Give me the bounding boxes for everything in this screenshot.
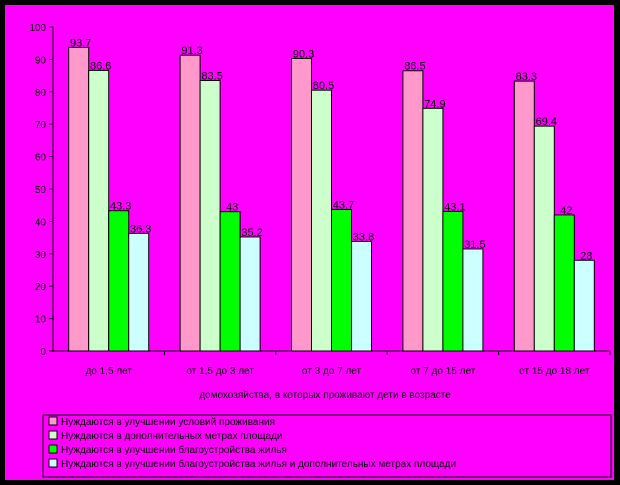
legend: Нуждаются в улучшении условий проживания…: [48, 416, 456, 470]
data-label: 69.4: [536, 116, 557, 128]
x-tick-label: от 15 до 18 лет: [519, 366, 590, 377]
bar: [68, 46, 90, 352]
bar: [179, 54, 201, 352]
bar: [513, 80, 535, 352]
bar: [311, 89, 332, 352]
x-tick-label: от 3 до 7 лет: [302, 366, 362, 377]
legend-label: Нуждаются в улучшении благоустройства жи…: [61, 458, 456, 470]
bar: [88, 69, 110, 352]
data-label: 83.5: [201, 70, 222, 82]
data-label: 90.3: [293, 48, 314, 60]
y-tick-label: 0: [40, 347, 46, 358]
y-tick-label: 10: [35, 315, 47, 326]
data-label: 43.7: [333, 199, 354, 211]
x-tick-label: до 1,5 лет: [85, 366, 132, 377]
chart-frame: 0 10 20 30 40 50 60 70 80 90 100 до 1,5 лет от 1,5 д…: [5, 5, 614, 480]
bars: [68, 46, 595, 352]
data-label: 86.6: [90, 60, 111, 72]
y-tick-label: 30: [35, 250, 47, 261]
data-label: 31.5: [464, 239, 485, 251]
bar: [291, 57, 312, 352]
legend-label: Нуждаются в дополнительных метрах площад…: [61, 431, 283, 442]
bar: [239, 236, 261, 352]
bar-chart: 0 10 20 30 40 50 60 70 80 90 100 до 1,5 лет от 1,5 д…: [29, 23, 612, 478]
y-tick-label: 100: [29, 23, 46, 34]
data-label: 91.3: [181, 45, 202, 57]
y-tick-label: 90: [35, 55, 47, 66]
data-label: 83.3: [516, 71, 537, 83]
data-label: 93.7: [70, 37, 91, 49]
bar: [219, 211, 241, 352]
bar: [462, 248, 484, 352]
x-axis-title: домохозяйства, в которых проживают дети …: [199, 390, 451, 401]
y-tick-label: 70: [35, 120, 47, 131]
data-label: 28: [580, 250, 592, 262]
y-tick-label: 60: [35, 153, 47, 164]
legend-swatch: [48, 458, 58, 468]
bar: [533, 125, 555, 352]
data-label: 36.3: [130, 223, 151, 235]
legend-label: Нуждаются в улучшении условий проживания: [61, 417, 275, 428]
data-label: 42: [560, 205, 572, 217]
y-tick-label: 40: [35, 217, 47, 228]
data-label: 86.5: [404, 61, 425, 73]
data-label: 80.5: [313, 80, 334, 92]
legend-swatch: [48, 430, 58, 440]
bar: [199, 79, 221, 352]
bar: [108, 210, 130, 352]
data-label: 43.1: [444, 201, 465, 213]
bar: [331, 208, 352, 352]
data-label: 35.2: [241, 227, 262, 239]
legend-swatch: [48, 444, 58, 454]
data-label: 43: [226, 202, 238, 214]
bar: [351, 240, 372, 352]
data-label: 74.9: [424, 98, 445, 110]
legend-swatch: [48, 416, 58, 426]
y-tick-label: 20: [35, 282, 47, 293]
bar: [128, 232, 150, 352]
data-label: 43.3: [110, 201, 131, 213]
x-tick-label: от 7 до 15 лет: [411, 366, 476, 377]
data-label: 33.8: [353, 231, 374, 243]
bar: [402, 70, 424, 352]
legend-label: Нуждаются в улучшении благоустройства жи…: [61, 444, 287, 456]
data-labels: 93.7 86.6 43.3 36.3 91.3 83.5 43 35.2 90.3 80.5 43…: [70, 37, 592, 262]
y-tick-label: 80: [35, 88, 47, 99]
y-tick-label: 50: [35, 185, 47, 196]
legend-box: [42, 414, 612, 478]
bar: [553, 214, 575, 352]
bar: [422, 107, 444, 352]
x-tick-label: от 1,5 до 3 лет: [186, 366, 254, 377]
bar: [573, 259, 595, 352]
bar: [442, 210, 464, 352]
